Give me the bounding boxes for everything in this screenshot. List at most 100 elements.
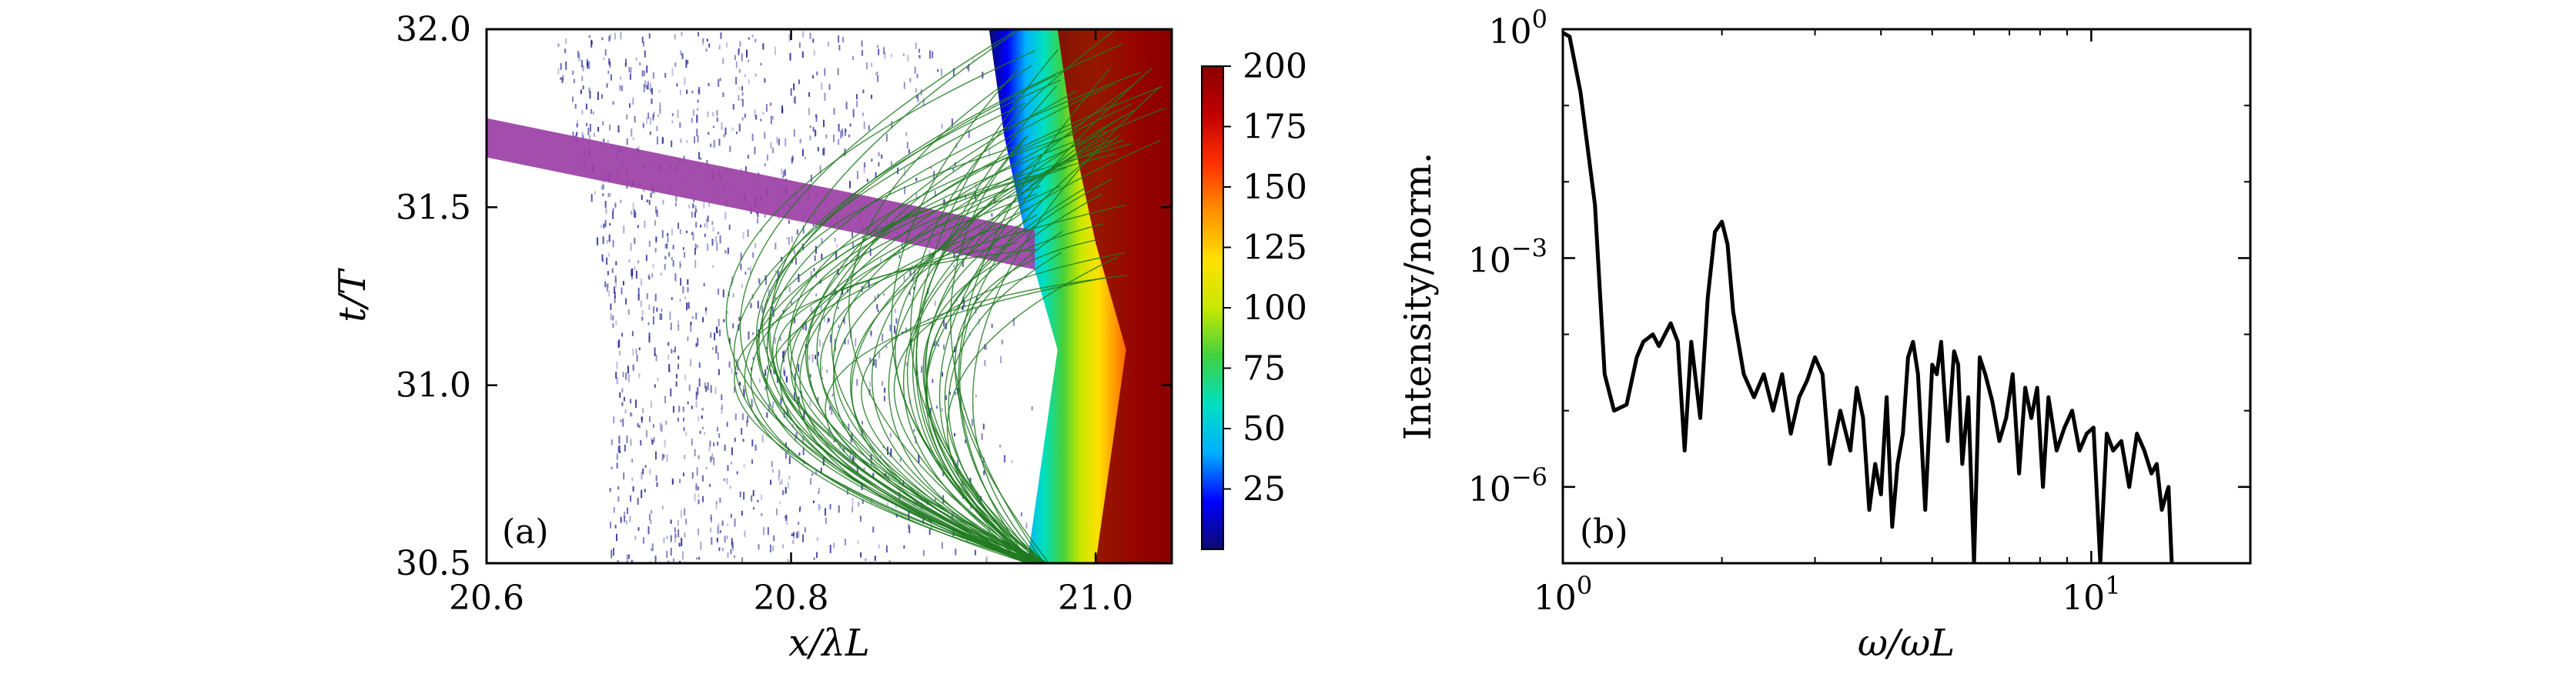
- density-point: [911, 299, 913, 302]
- density-point: [913, 286, 915, 290]
- density-point: [717, 539, 719, 543]
- density-point: [707, 382, 709, 391]
- density-point: [609, 124, 611, 131]
- density-point: [968, 129, 970, 138]
- density-point: [650, 548, 652, 552]
- density-point: [841, 128, 844, 137]
- density-point: [723, 134, 725, 138]
- density-point: [788, 456, 791, 465]
- density-point: [890, 161, 892, 166]
- density-point: [746, 49, 748, 58]
- density-point: [614, 295, 616, 304]
- density-point: [716, 426, 718, 432]
- density-point: [906, 142, 908, 149]
- density-point: [636, 354, 638, 362]
- density-point: [808, 355, 811, 361]
- density-point: [626, 114, 628, 120]
- density-point: [704, 233, 706, 238]
- density-point: [826, 369, 828, 373]
- density-point: [744, 113, 746, 118]
- density-point: [701, 408, 704, 411]
- density-point: [722, 289, 724, 298]
- density-point: [695, 391, 698, 400]
- density-point: [649, 469, 651, 475]
- density-point: [666, 454, 668, 462]
- density-point: [698, 556, 701, 560]
- density-point: [871, 95, 873, 99]
- density-point: [942, 472, 945, 476]
- density-point: [687, 336, 689, 342]
- density-point: [778, 138, 780, 145]
- density-point: [694, 259, 697, 269]
- density-point: [723, 478, 725, 482]
- density-point: [855, 338, 857, 347]
- density-point: [638, 425, 641, 428]
- density-point: [754, 73, 757, 77]
- density-point: [876, 72, 878, 75]
- density-point: [816, 537, 818, 542]
- density-point: [941, 407, 943, 412]
- density-point: [929, 407, 932, 415]
- density-point: [720, 32, 722, 39]
- emission-band: [487, 118, 1035, 270]
- density-point: [790, 88, 792, 96]
- density-point: [696, 557, 698, 560]
- density-point: [880, 258, 882, 262]
- density-point: [685, 519, 687, 525]
- density-point: [626, 138, 628, 145]
- density-point: [972, 58, 975, 62]
- density-point: [678, 542, 681, 547]
- density-point: [654, 220, 657, 226]
- density-point: [669, 311, 671, 320]
- density-point: [560, 63, 562, 70]
- density-point: [771, 461, 773, 467]
- density-point: [646, 430, 648, 438]
- density-point: [681, 32, 683, 37]
- density-point: [728, 224, 731, 230]
- density-point: [641, 309, 644, 315]
- density-point: [955, 549, 957, 556]
- density-point: [844, 132, 846, 136]
- density-point: [715, 345, 718, 354]
- density-point: [733, 555, 735, 558]
- density-point: [774, 297, 777, 300]
- density-point: [908, 523, 910, 529]
- density-point: [642, 122, 644, 128]
- density-point: [716, 537, 718, 541]
- density-point: [952, 167, 955, 171]
- density-point: [766, 412, 768, 419]
- density-point: [664, 244, 667, 249]
- density-point: [802, 31, 805, 38]
- density-point: [679, 263, 681, 267]
- density-point: [651, 88, 653, 95]
- density-point: [602, 236, 604, 245]
- emission-band-layer: [487, 118, 1035, 270]
- density-point: [899, 458, 902, 462]
- density-point: [637, 260, 640, 264]
- panel-b-tag: (b): [1580, 512, 1628, 552]
- panel-a-plot-area: [487, 29, 1172, 563]
- density-point: [646, 199, 648, 202]
- density-point: [620, 516, 622, 523]
- density-point: [786, 409, 788, 417]
- x-tick-label: 100: [1534, 571, 1592, 618]
- density-point: [703, 283, 705, 287]
- density-point: [606, 83, 608, 88]
- density-point: [766, 365, 768, 370]
- density-point: [836, 244, 838, 248]
- density-point: [683, 427, 685, 432]
- density-point: [890, 54, 892, 58]
- density-point: [596, 237, 598, 245]
- density-point: [621, 402, 624, 406]
- density-point: [607, 70, 610, 74]
- density-point: [876, 45, 878, 48]
- density-point: [779, 337, 781, 342]
- density-point: [617, 486, 620, 490]
- electron-trajectory: [725, 50, 1036, 563]
- density-point: [748, 78, 750, 84]
- density-point: [740, 263, 742, 271]
- density-point: [679, 89, 681, 95]
- density-point: [786, 522, 788, 526]
- density-point: [635, 57, 637, 61]
- density-point: [634, 536, 637, 540]
